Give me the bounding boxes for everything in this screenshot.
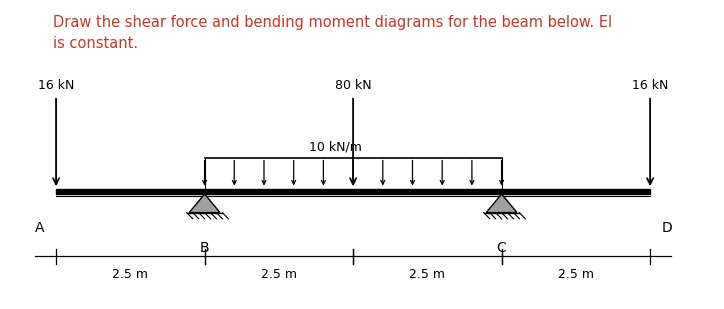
Text: 16 kN: 16 kN [632,79,668,92]
Text: 80 kN: 80 kN [334,79,371,92]
Text: C: C [497,241,507,255]
Text: 2.5 m: 2.5 m [261,268,297,281]
Text: 10 kN/m: 10 kN/m [309,141,362,154]
Text: 2.5 m: 2.5 m [409,268,445,281]
Text: Draw the shear force and bending moment diagrams for the beam below. EI: Draw the shear force and bending moment … [53,15,613,31]
Text: B: B [200,241,209,255]
Text: is constant.: is constant. [53,36,138,51]
Text: 2.5 m: 2.5 m [558,268,594,281]
Text: 16 kN: 16 kN [38,79,75,92]
Polygon shape [486,194,517,213]
Text: D: D [661,221,672,235]
Polygon shape [189,194,220,213]
Text: A: A [35,221,44,235]
Text: 2.5 m: 2.5 m [112,268,148,281]
